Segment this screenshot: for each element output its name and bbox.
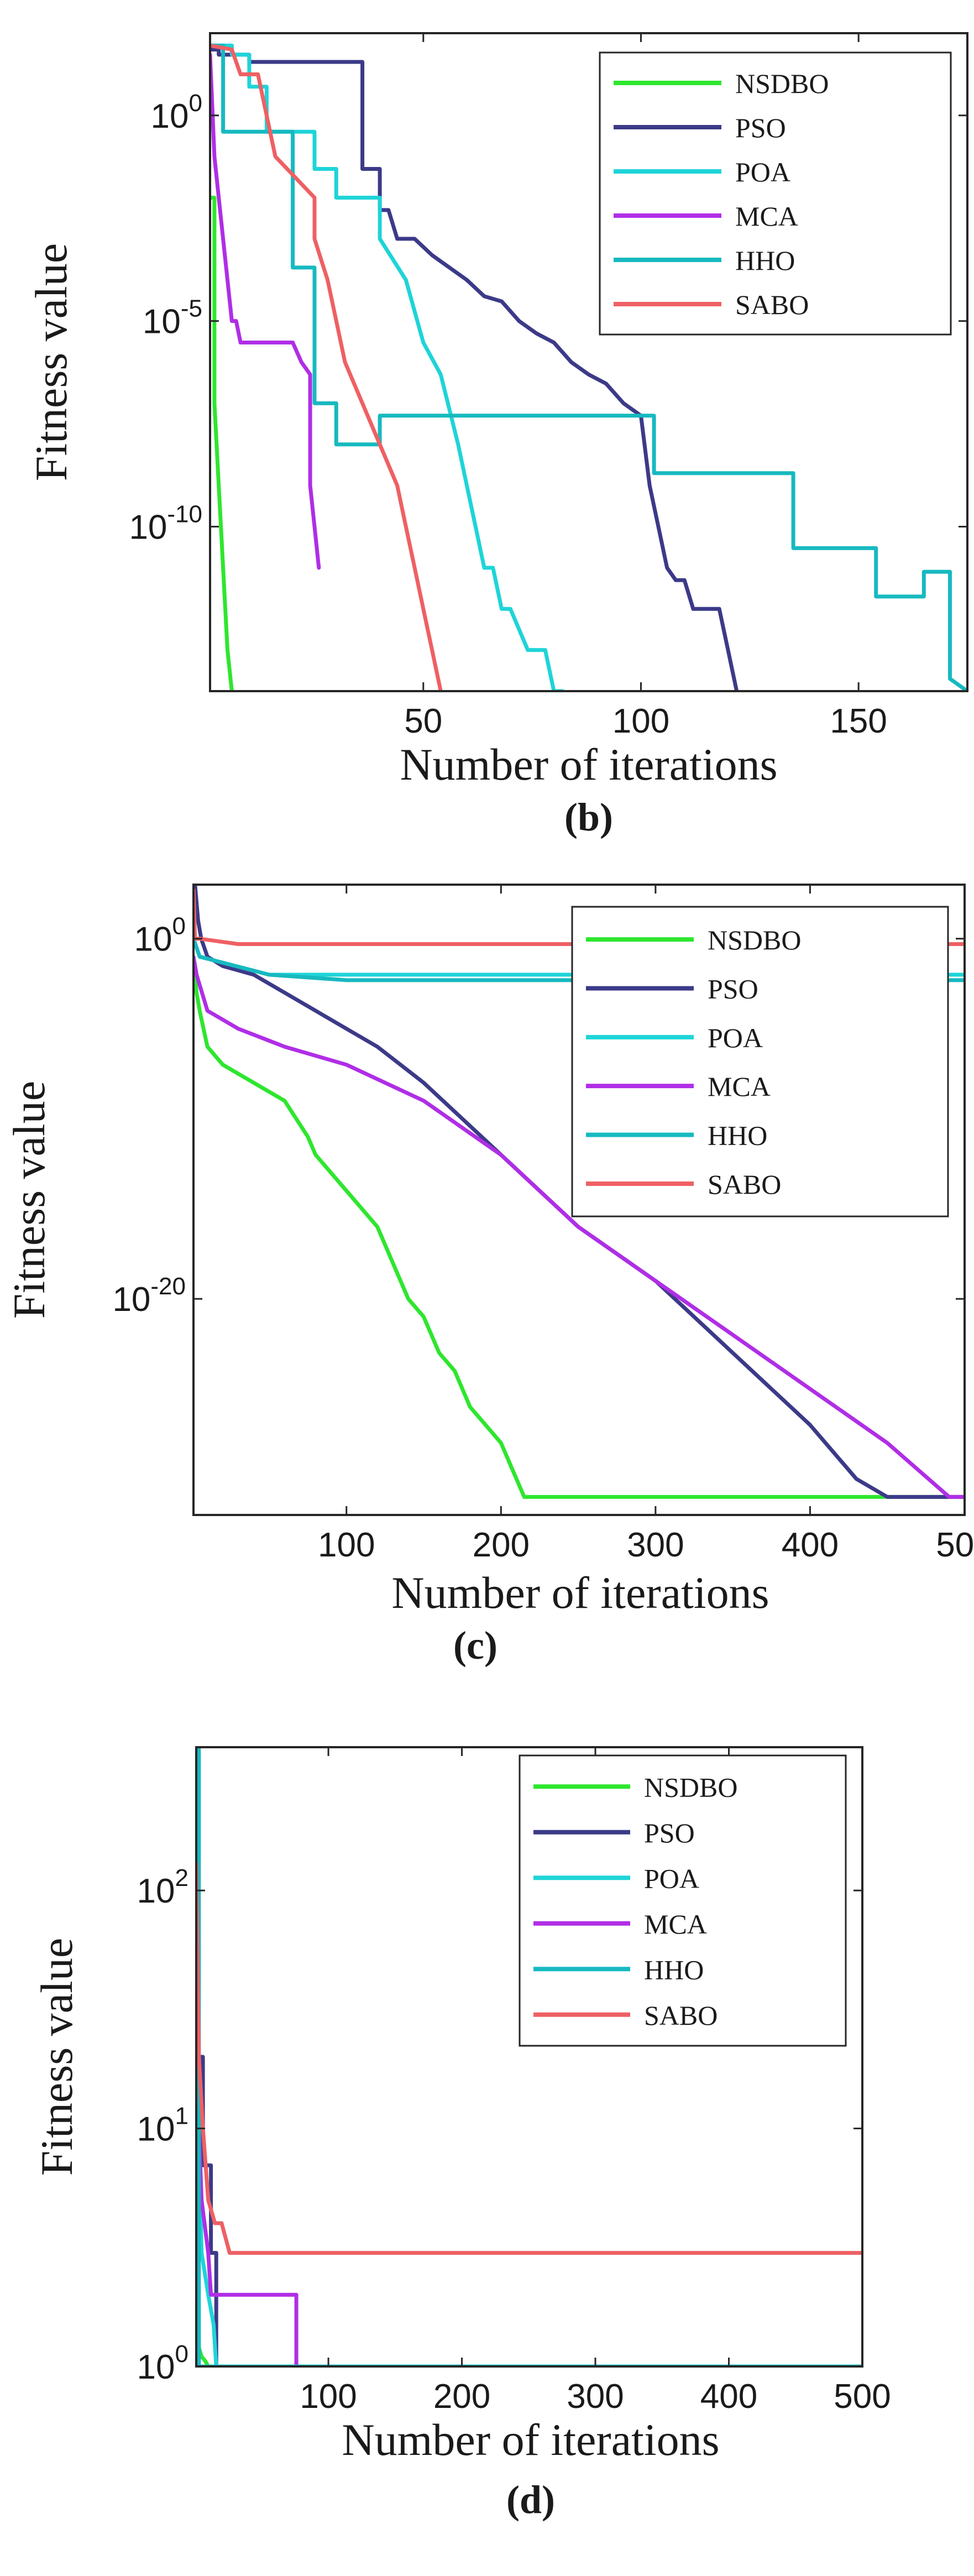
y-axis-label-b: Fitness value [26,243,76,481]
ticks-b: 50 100 150 10-10 10-5 100 [129,33,967,740]
y-axis-label-c: Fitness value [4,1081,54,1319]
legend-label-pso: PSO [735,112,786,143]
series-line-poa [210,43,565,691]
y-tick-label: 102 [137,1864,188,1910]
series-line-nsdbo [210,196,234,691]
series-line-sabo [196,1861,862,2255]
legend-label-pso: PSO [708,974,758,1005]
series-layer-d [196,1747,862,2366]
legend-box [599,51,952,336]
legend-label-hho: HHO [735,245,795,276]
y-tick-label: 100 [137,2340,188,2386]
series-line-nsdbo [193,954,965,1499]
panel-label-b: (b) [564,795,613,839]
series-line-mca [196,2055,862,2366]
y-tick-label: 10-10 [129,501,202,547]
y-tick-label: 100 [134,913,186,959]
chart-panel-b: 50 100 150 10-10 10-5 100 Number of iteration… [26,32,968,839]
x-tick-label: 400 [700,2378,757,2416]
legend-label-poa: POA [708,1022,763,1053]
series-line-hho [210,43,967,691]
series-line-pso [193,885,965,1499]
y-tick-label: 10-20 [112,1273,186,1319]
axes-frame-c [192,884,966,1516]
series-line-hho [193,937,965,983]
legend-label-pso: PSO [644,1817,695,1848]
legend-label-hho: HHO [644,1954,704,1985]
chart-panel-c: 100 200 300 400 500 10-20 100 Number of iterat… [4,884,974,1668]
legend-d: NSDBO PSO POA MCA HHO SABO [519,1754,847,2047]
x-axis-label-d: Number of iterations [342,2415,719,2465]
x-tick-label: 100 [612,702,669,740]
ticks-d: 100 200 300 400 500 100 101 102 [137,1747,891,2416]
x-tick-label: 300 [627,1526,684,1564]
y-tick-label: 100 [151,90,202,135]
x-tick-label: 200 [473,1526,530,1564]
legend-label-mca: MCA [708,1071,771,1102]
axes-frame-d [195,1746,863,2368]
x-tick-label: 500 [936,1526,974,1564]
legend-label-poa: POA [644,1863,699,1894]
legend-label-sabo: SABO [644,2000,718,2031]
series-line-pso [210,48,739,691]
x-tick-label: 100 [300,2378,357,2416]
y-tick-label: 10-5 [143,295,202,341]
y-tick-label: 101 [137,2103,188,2149]
legend-label-mca: MCA [735,201,798,232]
series-line-mca [193,954,965,1499]
x-tick-label: 300 [567,2378,624,2416]
legend-label-mca: MCA [644,1909,707,1940]
legend-b: NSDBO PSO POA MCA HHO SABO [599,51,952,336]
series-line-mca [210,53,321,570]
legend-label-nsdbo: NSDBO [708,924,801,955]
legend-label-hho: HHO [708,1120,767,1151]
legend-label-nsdbo: NSDBO [735,68,829,99]
legend-box [519,1754,847,2047]
y-axis-label-d: Fitness value [32,1938,82,2176]
series-layer-b [210,43,967,691]
x-tick-label: 400 [782,1526,839,1564]
x-tick-label: 500 [834,2378,891,2416]
series-line-sabo [210,43,443,691]
panel-label-c: (c) [453,1623,498,1668]
x-tick-label: 50 [404,702,442,740]
legend-label-sabo: SABO [708,1169,781,1200]
panel-label-d: (d) [506,2478,555,2522]
ticks-c: 100 200 300 400 500 10-20 100 [112,885,974,1564]
x-tick-label: 200 [433,2378,490,2416]
x-axis-label-c: Number of iterations [391,1567,769,1618]
chart-panel-d: 100 200 300 400 500 100 101 102 Number of itera… [32,1746,891,2522]
legend-label-sabo: SABO [735,289,809,320]
x-axis-label-b: Number of iterations [400,739,777,790]
series-line-sabo [193,888,965,946]
axes-frame-b [209,32,968,692]
x-tick-label: 100 [318,1526,375,1564]
legend-label-nsdbo: NSDBO [644,1772,737,1802]
legend-box [571,906,949,1218]
legend-c: NSDBO PSO POA MCA HHO SABO [571,906,949,1218]
x-tick-label: 150 [830,702,887,740]
legend-label-poa: POA [735,156,790,187]
